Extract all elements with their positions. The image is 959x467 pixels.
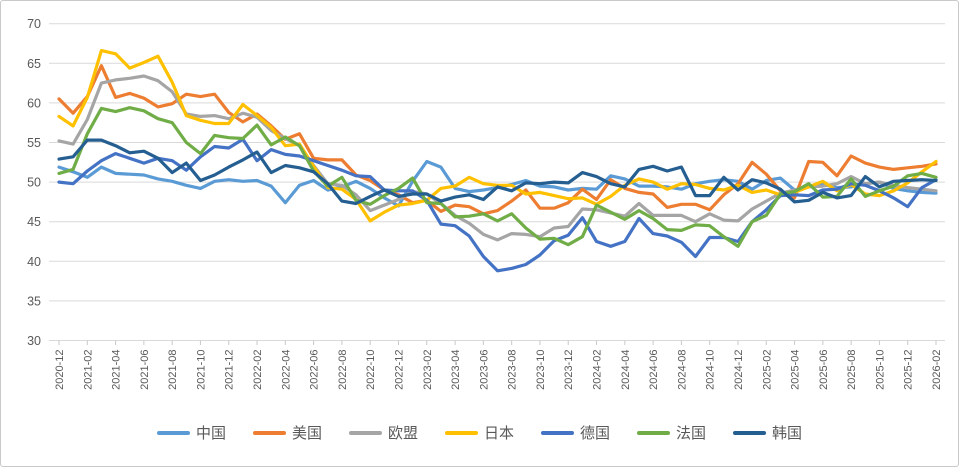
gridlines (49, 23, 945, 341)
x-axis-tick-label: 2021-10 (195, 350, 207, 390)
y-axis-tick-label: 65 (27, 57, 41, 71)
legend-label: 欧盟 (387, 424, 418, 442)
x-axis-tick-label: 2023-08 (507, 350, 519, 390)
chart-legend: 中国 美国 欧盟 日本 德国 法国 韩国 (1, 420, 958, 446)
x-axis-tick-label: 2025-06 (818, 350, 830, 390)
x-axis-tick-label: 2022-04 (280, 350, 292, 390)
legend-swatch-icon (252, 431, 286, 435)
legend-item-2: 欧盟 (348, 424, 418, 442)
series-line-6 (57, 138, 938, 206)
x-axis-tick-label: 2022-02 (252, 350, 264, 390)
x-axis-tick-label: 2025-10 (874, 350, 886, 390)
x-axis-tick-label: 2026-02 (931, 350, 943, 390)
x-axis-tick-label: 2023-02 (422, 350, 434, 390)
legend-swatch-icon (541, 431, 574, 435)
series-line-4 (57, 137, 938, 273)
legend-item-5: 法国 (637, 426, 706, 441)
legend-label: 韩国 (772, 424, 803, 442)
y-axis-tick-label: 40 (27, 255, 41, 269)
series-line-1 (57, 64, 938, 216)
x-axis-tick-label: 2022-08 (337, 350, 349, 390)
x-axis-tick-label: 2021-12 (224, 350, 236, 390)
x-axis-tick-label: 2024-10 (705, 350, 717, 390)
x-axis-tick-label: 2024-12 (733, 350, 745, 390)
series-lines (57, 48, 938, 273)
y-axis-tick-label: 35 (27, 294, 41, 308)
legend-swatch-icon (156, 431, 190, 435)
legend-label: 中国 (195, 424, 226, 442)
x-axis-tick-label: 2022-10 (365, 350, 377, 390)
y-axis-labels: 30 35 40 45 50 55 60 65 70 (27, 17, 41, 348)
x-axis-tick-label: 2021-08 (167, 350, 179, 390)
x-axis-tick-label: 2023-12 (563, 350, 575, 390)
x-axis-tick-label: 2021-06 (139, 350, 151, 390)
legend-item-1: 美国 (252, 424, 322, 442)
legend-item-4: 德国 (541, 426, 610, 441)
x-axis-tick-label: 2021-02 (82, 350, 94, 390)
series-line-5 (57, 106, 938, 248)
x-axis-tick-label: 2025-04 (790, 350, 802, 390)
legend-label: 日本 (483, 424, 514, 442)
x-axis-tick-label: 2024-02 (592, 350, 604, 390)
x-axis-tick-label: 2025-02 (761, 350, 773, 390)
y-axis-tick-label: 45 (27, 215, 41, 229)
series-line-2 (57, 74, 938, 242)
legend-label: 德国 (580, 424, 611, 442)
legend-item-6: 韩国 (733, 426, 802, 441)
x-axis-tick-label: 2023-04 (450, 350, 462, 390)
x-axis-tick-label: 2025-08 (846, 350, 858, 390)
x-axis-tick-label: 2020-12 (54, 350, 66, 390)
x-axis-tick-label: 2022-06 (309, 350, 321, 390)
x-axis-tick-label: 2023-10 (535, 350, 547, 390)
legend-label: 法国 (676, 424, 707, 442)
x-axis-tick-label: 2024-06 (648, 350, 660, 390)
legend-label: 美国 (291, 424, 322, 442)
y-axis-tick-label: 55 (27, 136, 41, 150)
x-axis-tick-label: 2024-08 (676, 350, 688, 390)
x-axis-tick-label: 2021-04 (111, 350, 123, 390)
y-axis-tick-label: 30 (27, 334, 41, 348)
x-axis-tick-label: 2024-04 (620, 350, 632, 390)
y-axis-tick-label: 70 (27, 17, 41, 31)
legend-item-3: 日本 (444, 424, 514, 442)
legend-swatch-icon (637, 431, 671, 435)
legend-item-0: 中国 (156, 424, 226, 442)
x-axis-tick-label: 2022-12 (393, 350, 405, 390)
legend-swatch-icon (348, 431, 382, 435)
x-axis-labels: 2020-12 2021-02 2021-04 2021-06 2021-08 2021-… (54, 340, 943, 390)
legend-swatch-icon (444, 431, 478, 435)
x-axis-tick-label: 2025-12 (903, 350, 915, 390)
legend-swatch-icon (733, 431, 767, 435)
x-axis-tick-label: 2023-06 (478, 350, 490, 390)
y-axis-tick-label: 60 (27, 96, 41, 110)
y-axis-tick-label: 50 (27, 176, 41, 190)
